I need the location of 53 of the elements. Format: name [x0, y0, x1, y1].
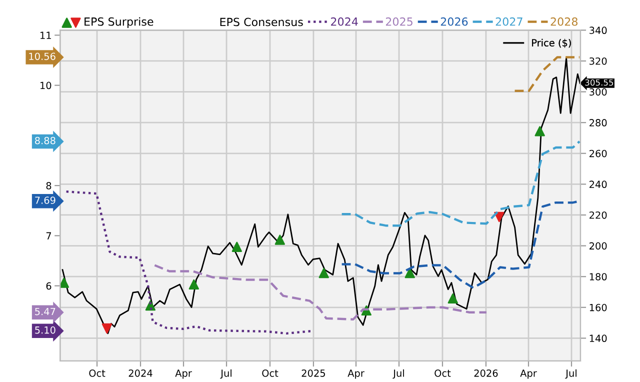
x-tick-label: Oct — [262, 369, 278, 377]
point — [448, 293, 458, 304]
legend-label: Price ($) — [532, 38, 571, 48]
x-tick-label: Apr — [520, 370, 537, 379]
x-tick-label: Jul — [220, 369, 232, 379]
x-tick-label: 2024 — [128, 369, 152, 377]
point — [60, 278, 70, 288]
point — [274, 234, 285, 245]
text: 305.55 — [585, 79, 614, 86]
y-tick-label: 7 — [46, 232, 51, 240]
legend-label: 2025 — [386, 17, 412, 26]
x-tick-label: Oct — [89, 369, 106, 377]
x-tick-label: Jul — [392, 369, 404, 379]
y2-tick-label: 320 — [590, 57, 607, 65]
x-tick-label: Jul — [565, 369, 576, 379]
legend-label: 2027 — [496, 17, 522, 26]
y-tick-label: 10 — [40, 82, 52, 90]
y2-tick-label: 220 — [590, 211, 607, 219]
x-tick-label: 2025 — [302, 369, 325, 377]
legend-title: EPS Consensus — [220, 18, 303, 26]
y2-tick-label: 200 — [590, 242, 607, 250]
line-series — [154, 264, 488, 320]
legend-label: EPS Surprise — [84, 17, 154, 28]
y2-tick-label: 280 — [590, 119, 607, 126]
text: 8.88 — [35, 136, 56, 144]
y2-tick-label: 240 — [590, 180, 607, 188]
legend-label: 2024 — [331, 17, 358, 26]
y2-tick-label: 300 — [590, 88, 607, 96]
y2-tick-label: 140 — [590, 334, 607, 342]
y2-tick-label: 340 — [590, 26, 607, 34]
legend-label: 2028 — [550, 17, 578, 26]
x-tick-label: Apr — [348, 370, 364, 379]
point — [318, 268, 329, 278]
text: 5.47 — [35, 308, 56, 316]
y-tick-label: 11 — [40, 32, 51, 39]
x-tick-label: 2026 — [474, 369, 498, 377]
text: 7.69 — [35, 196, 56, 204]
point — [102, 323, 112, 334]
y2-tick-label: 160 — [590, 304, 607, 312]
point — [232, 242, 242, 252]
point — [534, 126, 545, 136]
text: 10.56 — [29, 52, 56, 60]
y-tick-label: 8 — [46, 182, 52, 190]
x-tick-label: Oct — [434, 369, 451, 377]
x-tick-label: Apr — [175, 370, 192, 379]
y-tick-label: 6 — [46, 282, 52, 290]
legend-label: 2026 — [440, 17, 468, 26]
line-series — [340, 140, 580, 227]
text: 5.10 — [35, 326, 56, 334]
point — [404, 268, 415, 278]
y2-tick-label: 180 — [590, 273, 607, 280]
y2-tick-label: 260 — [590, 150, 607, 158]
point — [188, 279, 199, 290]
